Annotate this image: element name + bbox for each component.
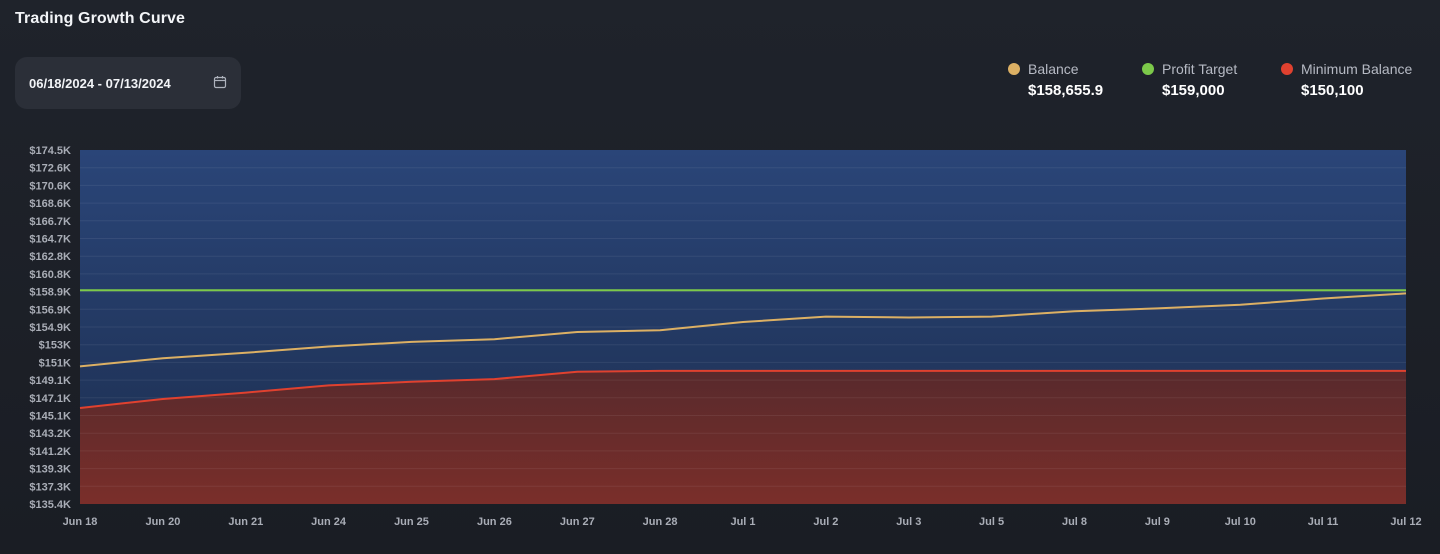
y-tick-label: $149.1K: [29, 375, 71, 387]
x-tick-label: Jun 18: [63, 516, 98, 528]
legend-minimum-balance-value: $150,100: [1301, 82, 1364, 99]
y-tick-label: $153K: [39, 340, 71, 352]
y-tick-label: $141.2K: [29, 446, 71, 458]
y-tick-label: $170.6K: [29, 180, 71, 192]
y-tick-label: $166.7K: [29, 216, 71, 228]
y-tick-label: $151K: [39, 357, 71, 369]
legend-balance-value: $158,655.9: [1028, 82, 1104, 99]
profit-zone-area: [80, 150, 1406, 408]
y-tick-label: $139.3K: [29, 464, 71, 476]
x-tick-label: Jul 10: [1225, 516, 1256, 528]
y-tick-label: $168.6K: [29, 198, 71, 210]
x-tick-label: Jun 21: [228, 516, 263, 528]
balance-line: [79, 292, 1407, 368]
minimum-balance-line: [79, 369, 1406, 409]
y-tick-label: $174.5K: [29, 145, 71, 157]
y-tick-label: $135.4K: [29, 499, 71, 511]
y-tick-label: $172.6K: [29, 163, 71, 175]
y-tick-label: $164.7K: [29, 234, 71, 246]
y-tick-label: $162.8K: [29, 251, 71, 263]
legend-minimum-balance-label: Minimum Balance: [1301, 61, 1413, 77]
minimum-balance-area: [80, 370, 1406, 504]
legend-profit-target-value: $159,000: [1162, 82, 1225, 99]
legend-balance: Balance $158,655.9: [1008, 61, 1103, 107]
x-tick-label: Jul 8: [1062, 516, 1087, 528]
date-range-picker[interactable]: 06/18/2024 - 07/13/2024: [15, 57, 241, 109]
x-tick-label: Jul 9: [1145, 516, 1170, 528]
y-tick-label: $154.9K: [29, 322, 71, 334]
legend-profit-target-dot: [1142, 63, 1154, 75]
calendar-icon[interactable]: [213, 75, 227, 89]
legend-profit-target-label: Profit Target: [1162, 61, 1238, 77]
y-tick-label: $160.8K: [29, 269, 71, 281]
y-tick-label: $158.9K: [29, 287, 71, 299]
x-tick-label: Jun 27: [560, 516, 595, 528]
page-title: Trading Growth Curve: [15, 10, 186, 27]
legend-balance-label: Balance: [1028, 61, 1079, 77]
x-tick-label: Jun 24: [311, 516, 347, 528]
x-tick-label: Jul 1: [730, 516, 755, 528]
y-tick-label: $156.9K: [29, 304, 71, 316]
legend-profit-target: Profit Target $159,000: [1142, 61, 1237, 107]
legend-balance-dot: [1008, 63, 1020, 75]
x-tick-label: Jun 20: [145, 516, 180, 528]
x-tick-label: Jul 5: [979, 516, 1004, 528]
x-tick-label: Jul 12: [1390, 516, 1421, 528]
x-tick-label: Jun 28: [643, 516, 678, 528]
x-tick-label: Jul 11: [1308, 516, 1339, 528]
legend-minimum-balance-dot: [1281, 63, 1293, 75]
y-tick-label: $143.2K: [29, 428, 71, 440]
y-tick-label: $147.1K: [29, 393, 71, 405]
x-tick-label: Jul 2: [813, 516, 838, 528]
x-tick-label: Jun 26: [477, 516, 512, 528]
x-tick-label: Jun 25: [394, 516, 429, 528]
y-tick-label: $137.3K: [29, 481, 71, 493]
x-tick-label: Jul 3: [896, 516, 921, 528]
y-tick-label: $145.1K: [29, 411, 71, 423]
date-range-text: 06/18/2024 - 07/13/2024: [29, 75, 171, 91]
legend-minimum-balance: Minimum Balance $150,100: [1281, 61, 1412, 107]
